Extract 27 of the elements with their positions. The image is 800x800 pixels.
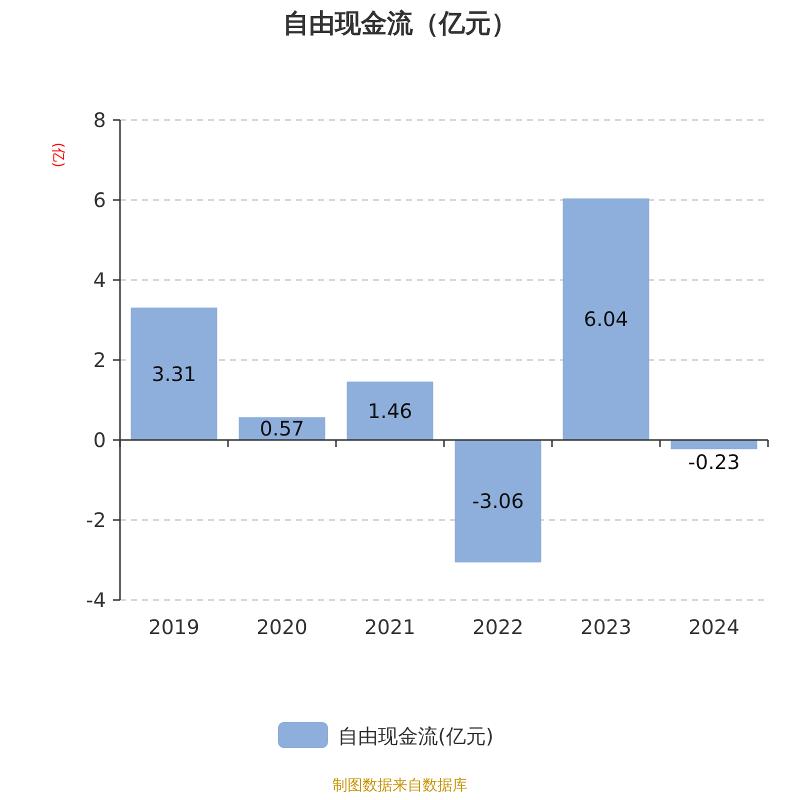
y-tick-label: 4 xyxy=(93,268,106,292)
bar xyxy=(346,382,434,440)
bar xyxy=(130,308,218,440)
x-tick-label: 2022 xyxy=(472,615,524,639)
x-tick-label: 2020 xyxy=(256,615,308,639)
x-tick-label: 2023 xyxy=(580,615,632,639)
y-tick-label: -4 xyxy=(86,588,106,612)
y-tick-label: 2 xyxy=(93,348,106,372)
bar xyxy=(562,198,650,440)
x-tick-label: 2024 xyxy=(688,615,740,639)
y-tick-label: 0 xyxy=(93,428,106,452)
y-axis-title: (亿) xyxy=(50,142,66,168)
data-label: 0.57 xyxy=(260,416,304,441)
y-tick-label: 6 xyxy=(93,188,106,212)
data-label: 6.04 xyxy=(584,307,628,332)
data-label: 3.31 xyxy=(152,362,196,386)
x-tick-label: 2021 xyxy=(364,615,416,639)
data-label: -3.06 xyxy=(472,489,524,514)
data-label: -0.23 xyxy=(688,450,740,474)
chart-title: 自由现金流（亿元） xyxy=(283,9,517,39)
x-tick-label: 2019 xyxy=(148,615,200,639)
legend-label: 自由现金流(亿元) xyxy=(338,724,494,748)
y-tick-label: 8 xyxy=(93,108,106,132)
bar xyxy=(454,440,542,562)
data-label: 1.46 xyxy=(368,398,412,423)
y-tick-label: -2 xyxy=(86,508,106,532)
text: 制图数据来自数据库 xyxy=(332,776,468,794)
